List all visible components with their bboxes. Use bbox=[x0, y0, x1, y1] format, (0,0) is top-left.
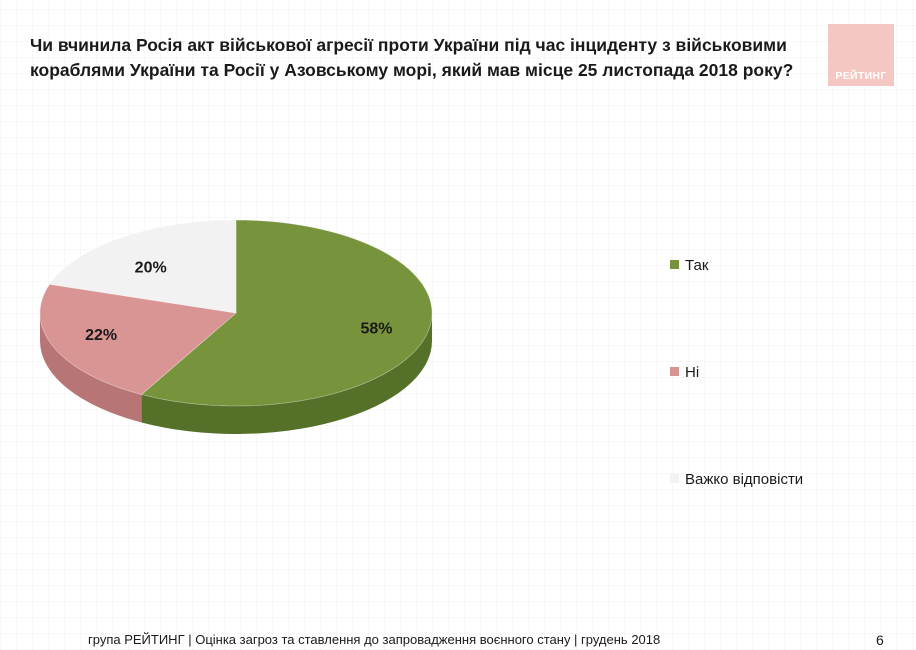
pie-labels: 58% 22% 20% bbox=[85, 259, 392, 344]
legend-label-yes: Так bbox=[685, 257, 709, 274]
footer-text: група РЕЙТИНГ | Оцінка загроз та ставлен… bbox=[88, 632, 661, 647]
legend-item-hard-to-say: Важко відповісти bbox=[670, 471, 803, 489]
pie-tops bbox=[39, 219, 433, 407]
legend-item-no: Ні bbox=[670, 364, 699, 382]
logo-text: РЕЙТИНГ bbox=[835, 70, 887, 82]
pie-side-yes bbox=[141, 313, 432, 434]
page-number: 6 bbox=[876, 632, 884, 648]
legend-label-no: Ні bbox=[685, 364, 700, 381]
legend-label-hard-to-say: Важко відповісти bbox=[685, 471, 804, 488]
slice-value-label-no: 22% bbox=[85, 327, 117, 344]
slice-value-label-hard-to-say: 20% bbox=[135, 259, 167, 276]
chart-title: Чи вчинила Росія акт військової агресії … bbox=[30, 35, 794, 80]
pie-sides bbox=[40, 313, 432, 434]
pie-chart: 58% 22% 20% bbox=[39, 219, 433, 434]
legend-swatch-no bbox=[670, 367, 679, 376]
legend-swatch-yes bbox=[670, 260, 679, 269]
pie-slice-no bbox=[39, 283, 237, 395]
pie-slice-yes bbox=[140, 219, 433, 407]
legend-item-yes: Так bbox=[670, 257, 708, 275]
pie-side-no bbox=[40, 313, 142, 423]
logo: РЕЙТИНГ bbox=[828, 24, 894, 86]
pie-slice-hard-to-say bbox=[48, 219, 237, 314]
slice-value-label-yes: 58% bbox=[360, 320, 392, 337]
legend-swatch-hard-to-say bbox=[670, 474, 679, 483]
